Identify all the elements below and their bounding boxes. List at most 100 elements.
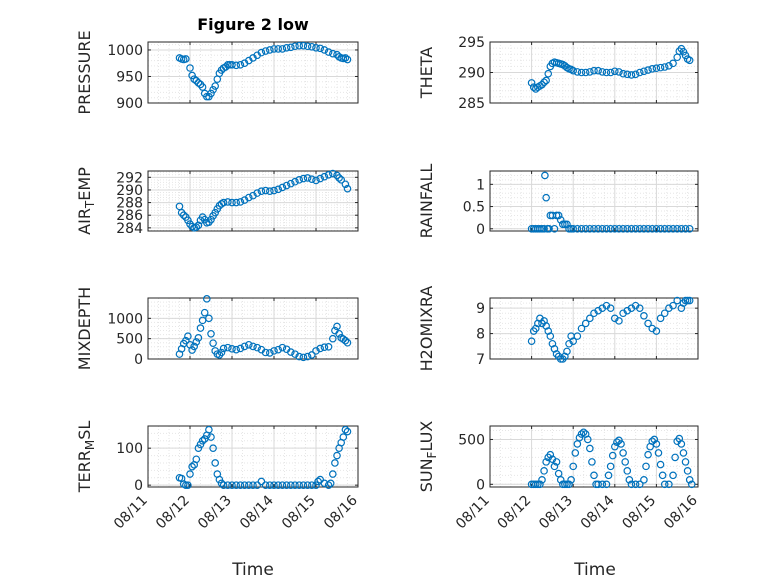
data-point <box>623 224 632 233</box>
data-point <box>207 215 215 224</box>
data-point <box>270 45 278 53</box>
data-point <box>681 296 690 305</box>
data-point <box>328 334 337 343</box>
data-point <box>542 458 550 466</box>
y-tick-label: 284 <box>116 221 143 237</box>
data-point <box>542 76 550 85</box>
data-point <box>205 425 213 434</box>
data-point <box>196 440 205 449</box>
data-point <box>594 480 602 489</box>
data-point <box>679 449 688 457</box>
subplot-theta: 285 290 295 THETA <box>417 35 699 112</box>
data-point <box>669 471 677 480</box>
data-point <box>546 450 555 459</box>
data-point <box>274 345 283 354</box>
data-point <box>188 71 196 80</box>
data-point <box>656 314 665 323</box>
data-point <box>606 68 615 77</box>
subplot-mixdepth: 0 500 1000 MIXDEPTH <box>75 287 359 370</box>
data-point <box>677 224 686 233</box>
data-point <box>341 425 350 434</box>
data-point <box>186 470 194 478</box>
data-point <box>687 480 696 489</box>
data-point <box>312 44 320 52</box>
y-tick-label: 288 <box>116 196 143 212</box>
data-point <box>586 68 594 76</box>
data-point <box>232 198 241 207</box>
data-point <box>604 471 613 480</box>
data-point <box>307 481 316 489</box>
y-axis-label: MIXDEPTH <box>75 287 94 370</box>
data-point <box>257 48 266 57</box>
data-point <box>644 224 652 233</box>
data-point <box>211 82 220 90</box>
data-point <box>192 455 201 464</box>
data-point <box>598 480 607 489</box>
data-point <box>563 347 571 356</box>
data-point <box>602 224 611 233</box>
x-tick-label: 08/16 <box>321 492 361 532</box>
y-tick-label: 292 <box>116 170 143 186</box>
data-point <box>224 61 232 69</box>
data-point <box>623 70 632 79</box>
data-point <box>245 193 253 202</box>
data-point <box>598 68 607 76</box>
subplot-sun_flux: 0 500 08/11 08/12 08/13 08/14 08/15 08/16 SUNFLU… <box>417 421 701 533</box>
data-point <box>644 450 652 459</box>
data-point <box>253 481 262 489</box>
data-point <box>615 317 623 325</box>
data-point <box>581 68 590 77</box>
data-point <box>245 340 253 349</box>
data-point <box>337 176 346 184</box>
data-point <box>610 442 619 451</box>
data-point <box>606 304 615 312</box>
data-point <box>198 436 207 445</box>
data-point <box>282 44 291 52</box>
data-point <box>295 352 304 361</box>
data-point <box>265 349 274 357</box>
figure-title: Figure 2 low <box>197 15 309 34</box>
data-point <box>190 75 199 83</box>
data-point <box>186 64 194 72</box>
data-point <box>209 85 217 94</box>
data-point <box>253 343 262 352</box>
data-point <box>685 296 694 305</box>
y-tick-label: 0.5 <box>463 200 485 216</box>
data-point <box>343 184 352 193</box>
y-tick-label: 1000 <box>107 43 143 59</box>
data-point <box>660 480 669 489</box>
y-tick-label: 295 <box>458 35 485 51</box>
data-point <box>594 66 602 75</box>
data-point <box>554 469 563 478</box>
data-point <box>631 70 640 79</box>
data-point <box>257 477 266 486</box>
data-point <box>282 181 291 190</box>
x-tick-label: 08/14 <box>237 492 277 532</box>
data-point <box>224 343 232 352</box>
data-point <box>188 346 196 354</box>
data-point <box>685 476 694 484</box>
y-tick-label: 950 <box>116 69 143 85</box>
data-point <box>573 332 582 340</box>
data-point <box>579 428 588 437</box>
y-axis-label: H2OMIXRA <box>417 286 436 372</box>
data-point <box>261 481 270 489</box>
y-tick-label: 286 <box>116 208 143 224</box>
data-point <box>341 54 350 62</box>
data-point <box>652 327 661 335</box>
data-point <box>219 198 228 207</box>
data-point <box>324 342 333 351</box>
data-point <box>333 451 341 460</box>
data-point <box>534 480 542 489</box>
data-point <box>182 55 190 63</box>
data-point <box>274 185 283 194</box>
data-point <box>307 175 316 184</box>
data-point <box>683 467 692 475</box>
data-point <box>182 481 190 489</box>
data-point <box>627 71 636 79</box>
data-point <box>563 220 571 229</box>
data-point <box>577 324 586 333</box>
data-point <box>274 481 283 489</box>
